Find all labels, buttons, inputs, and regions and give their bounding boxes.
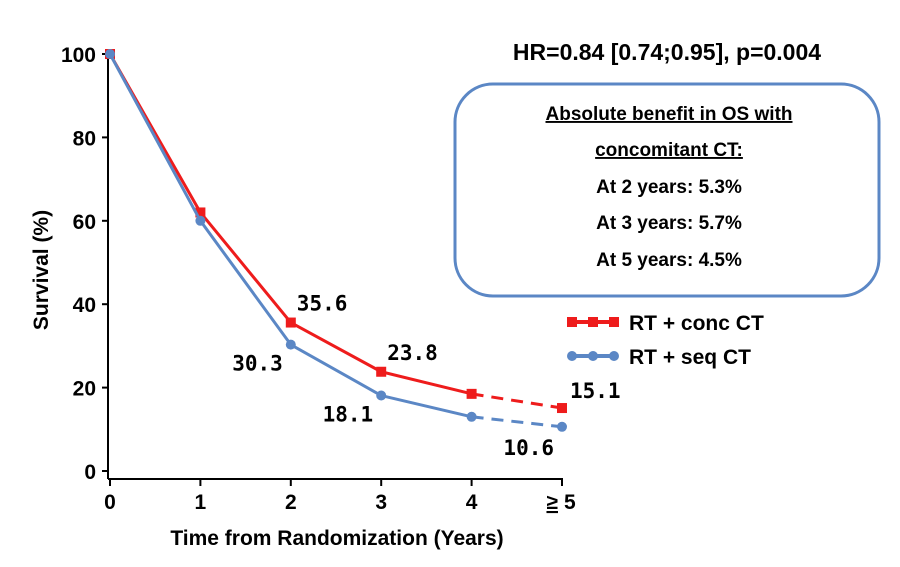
series-layer: [105, 49, 567, 432]
legend-marker-seq-2: [588, 351, 598, 361]
legend-marker-conc-1: [567, 317, 577, 327]
y-tick-label: 40: [73, 294, 96, 317]
hr-annotation: HR=0.84 [0.74;0.95], p=0.004: [513, 39, 821, 65]
legend-marker-seq-3: [609, 351, 619, 361]
legend-marker-conc-2: [588, 317, 598, 327]
data-label: 10.6: [503, 436, 554, 460]
series-seq-point: [285, 339, 296, 350]
benefit-box-border: [453, 82, 881, 298]
legend-item-seq: RT + seq CT: [567, 346, 751, 369]
series-conc-point: [466, 388, 477, 399]
legend-label-seq: RT + seq CT: [629, 346, 751, 369]
series-seq-point: [195, 215, 206, 226]
series-conc-dashed-line: [471, 392, 563, 410]
benefit-box-title-line1: Absolute benefit in OS with: [546, 104, 793, 125]
benefit-line-5yr: At 5 years: 4.5%: [596, 250, 742, 271]
benefit-box: Absolute benefit in OS with concomitant …: [453, 82, 881, 298]
series-seq-point: [557, 421, 567, 432]
series-seq-point: [376, 390, 387, 401]
data-label: 35.6: [297, 292, 348, 316]
y-tick-label: 100: [61, 44, 96, 67]
x-tick-label: 4: [466, 491, 478, 514]
y-tick-label: 80: [73, 127, 96, 150]
legend-label-conc: RT + conc CT: [629, 312, 764, 335]
data-label: 18.1: [323, 403, 374, 427]
data-label: 30.3: [232, 352, 283, 376]
y-ticks: 0 20 40 60 80 100: [61, 44, 108, 484]
series-conc-point: [285, 317, 296, 328]
legend-marker-seq-1: [567, 351, 577, 361]
x-axis-title: Time from Randomization (Years): [170, 527, 503, 550]
series-conc-point: [376, 366, 387, 377]
y-tick-label: 0: [84, 461, 96, 484]
y-tick-label: 60: [73, 211, 96, 234]
x-tick-label: 2: [285, 491, 297, 514]
series-seq-dashed-line: [471, 415, 563, 429]
x-tick-label: 0: [104, 491, 116, 514]
x-ticks: 0 1 2 3 4 ≥5: [104, 479, 576, 514]
legend-item-conc: RT + conc CT: [567, 312, 764, 335]
y-tick-label: 20: [73, 378, 96, 401]
data-labels: 35.6 23.8 15.1 30.3 18.1 10.6: [232, 292, 620, 460]
series-conc-point: [557, 403, 567, 414]
legend-marker-conc-3: [609, 317, 619, 327]
x-tick-label: 3: [375, 491, 387, 514]
series-seq-point: [105, 49, 115, 59]
legend: RT + conc CT RT + seq CT: [567, 312, 764, 369]
x-tick-ge-symbol: ≥: [546, 491, 558, 514]
series-seq-point: [466, 411, 477, 422]
x-tick-label: 1: [195, 491, 207, 514]
series-conc-point: [195, 207, 206, 218]
series-seq: [105, 49, 567, 432]
x-tick-label: 5: [564, 491, 576, 514]
y-axis-title: Survival (%): [30, 210, 53, 330]
benefit-line-2yr: At 2 years: 5.3%: [596, 177, 742, 198]
benefit-line-3yr: At 3 years: 5.7%: [596, 213, 742, 234]
data-label: 23.8: [387, 341, 438, 365]
data-label: 15.1: [570, 379, 621, 403]
benefit-box-title-line2: concomitant CT:: [595, 140, 743, 161]
